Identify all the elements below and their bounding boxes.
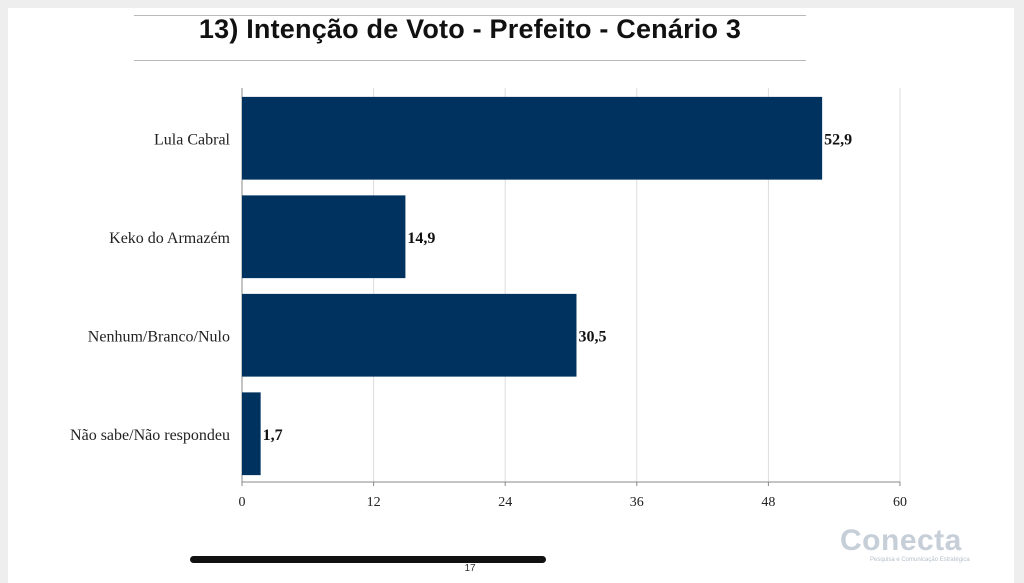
conecta-logo: Conecta Pesquisa e Comunicação Estratégi… <box>840 524 990 564</box>
bar-value-label: 14,9 <box>407 230 435 247</box>
page-number: 17 <box>464 563 476 574</box>
bar <box>242 96 823 180</box>
logo-name: Conecta <box>840 524 962 557</box>
x-tick-label: 48 <box>761 495 775 510</box>
bar <box>242 195 406 279</box>
bar-value-label: 52,9 <box>824 131 852 148</box>
bar-value-label: 30,5 <box>578 328 606 345</box>
horizontal-scrollbar[interactable] <box>190 556 546 563</box>
x-tick-label: 60 <box>893 495 907 510</box>
title-bottom-rule <box>134 60 806 61</box>
x-tick-label: 12 <box>367 495 381 510</box>
x-tick-label: 36 <box>630 495 644 510</box>
title-top-rule <box>134 15 806 16</box>
logo-tagline: Pesquisa e Comunicação Estratégica <box>870 557 970 563</box>
x-tick-label: 24 <box>498 495 512 510</box>
category-label: Lula Cabral <box>154 131 231 148</box>
category-label: Não sabe/Não respondeu <box>70 427 230 444</box>
bar-value-label: 1,7 <box>263 427 283 444</box>
x-tick-label: 0 <box>239 495 246 510</box>
category-label: Nenhum/Branco/Nulo <box>88 328 230 345</box>
bar <box>242 392 261 476</box>
bar <box>242 293 577 377</box>
category-label: Keko do Armazém <box>109 230 230 247</box>
page-title: 13) Intenção de Voto - Prefeito - Cenári… <box>198 14 742 44</box>
